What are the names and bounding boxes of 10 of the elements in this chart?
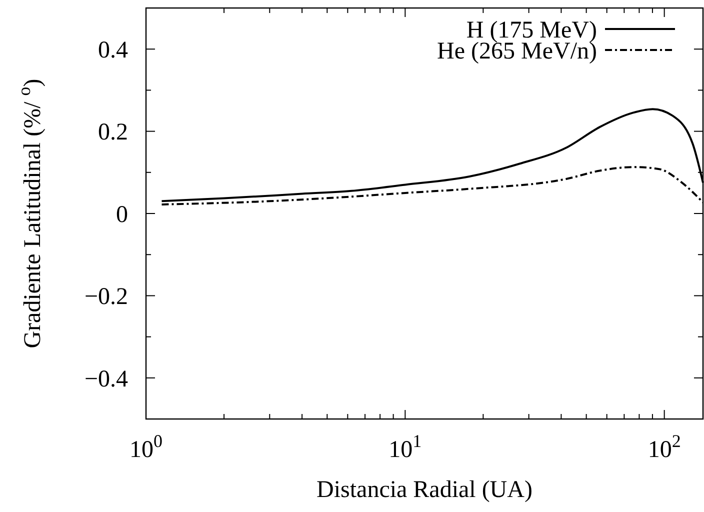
x-tick-label: 10$^{1}$ <box>388 431 422 463</box>
y-tick-label: 0.2 <box>98 120 128 146</box>
x-tick-label: 10$^{2}$ <box>648 431 681 463</box>
y-tick-label: −0.4 <box>84 366 128 392</box>
x-axis-title: Distancia Radial (UA) <box>316 477 532 503</box>
legend-label: H (175 MeV) <box>466 17 597 44</box>
y-tick-label: −0.2 <box>84 284 128 310</box>
y-tick-label: 0 <box>116 202 128 228</box>
x-tick-label: 10$^{0}$ <box>130 431 162 463</box>
y-tick-label: 0.4 <box>98 38 128 64</box>
